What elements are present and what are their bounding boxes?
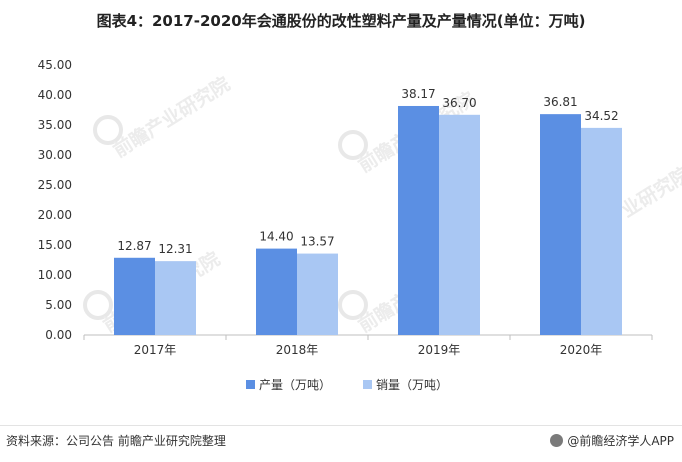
footer-divider [0,425,682,426]
bar-sales [439,114,480,335]
legend-swatch [363,380,372,389]
data-label: 14.40 [259,230,293,244]
x-tick-label: 2018年 [276,343,319,357]
y-tick-label: 25.00 [38,178,72,192]
data-label: 12.87 [117,239,151,253]
y-tick-label: 5.00 [45,298,72,312]
bar-production [540,114,581,335]
data-label: 13.57 [300,235,334,249]
y-tick-label: 40.00 [38,88,72,102]
watermark-text: 前瞻产业研究院 [109,72,234,162]
x-tick-label: 2019年 [418,343,461,357]
legend-swatch [246,380,255,389]
chart-title: 图表4：2017-2020年会通股份的改性塑料产量及产量情况(单位：万吨) [96,12,586,30]
data-label: 34.52 [584,109,618,123]
watermark-logo-icon [83,290,113,320]
legend-label: 产量（万吨） [259,378,331,392]
bar-sales [581,127,622,335]
bar-production [114,257,155,335]
y-tick-label: 35.00 [38,118,72,132]
source-note: 资料来源：公司公告 前瞻产业研究院整理 [6,434,226,448]
x-tick-label: 2017年 [134,343,177,357]
x-tick-label: 2020年 [560,343,603,357]
data-label: 12.31 [158,242,192,256]
y-tick-label: 30.00 [38,148,72,162]
watermark-logo-icon [338,290,368,320]
legend-label: 销量（万吨） [376,378,448,392]
data-label: 36.70 [442,96,476,110]
y-tick-label: 20.00 [38,208,72,222]
bar-production [398,105,439,335]
data-label: 38.17 [401,87,435,101]
brand-logo-icon [550,434,564,447]
y-tick-label: 45.00 [38,58,72,72]
data-label: 36.81 [543,95,577,109]
bar-sales [297,253,338,335]
brand-text: @前瞻经济学人APP [567,434,674,448]
y-tick-label: 10.00 [38,268,72,282]
brand-credit: @前瞻经济学人APP [550,432,674,449]
watermark-logo-icon [93,115,123,145]
watermark-logo-icon [338,130,368,160]
y-tick-label: 15.00 [38,238,72,252]
bar-sales [155,261,196,335]
bar-production [256,248,297,335]
bar-chart: 前瞻产业研究院前瞻产业研究院前瞻产业研究院前瞻产业研究院前瞻产业研究院0.005… [38,58,682,392]
y-tick-label: 0.00 [45,328,72,342]
